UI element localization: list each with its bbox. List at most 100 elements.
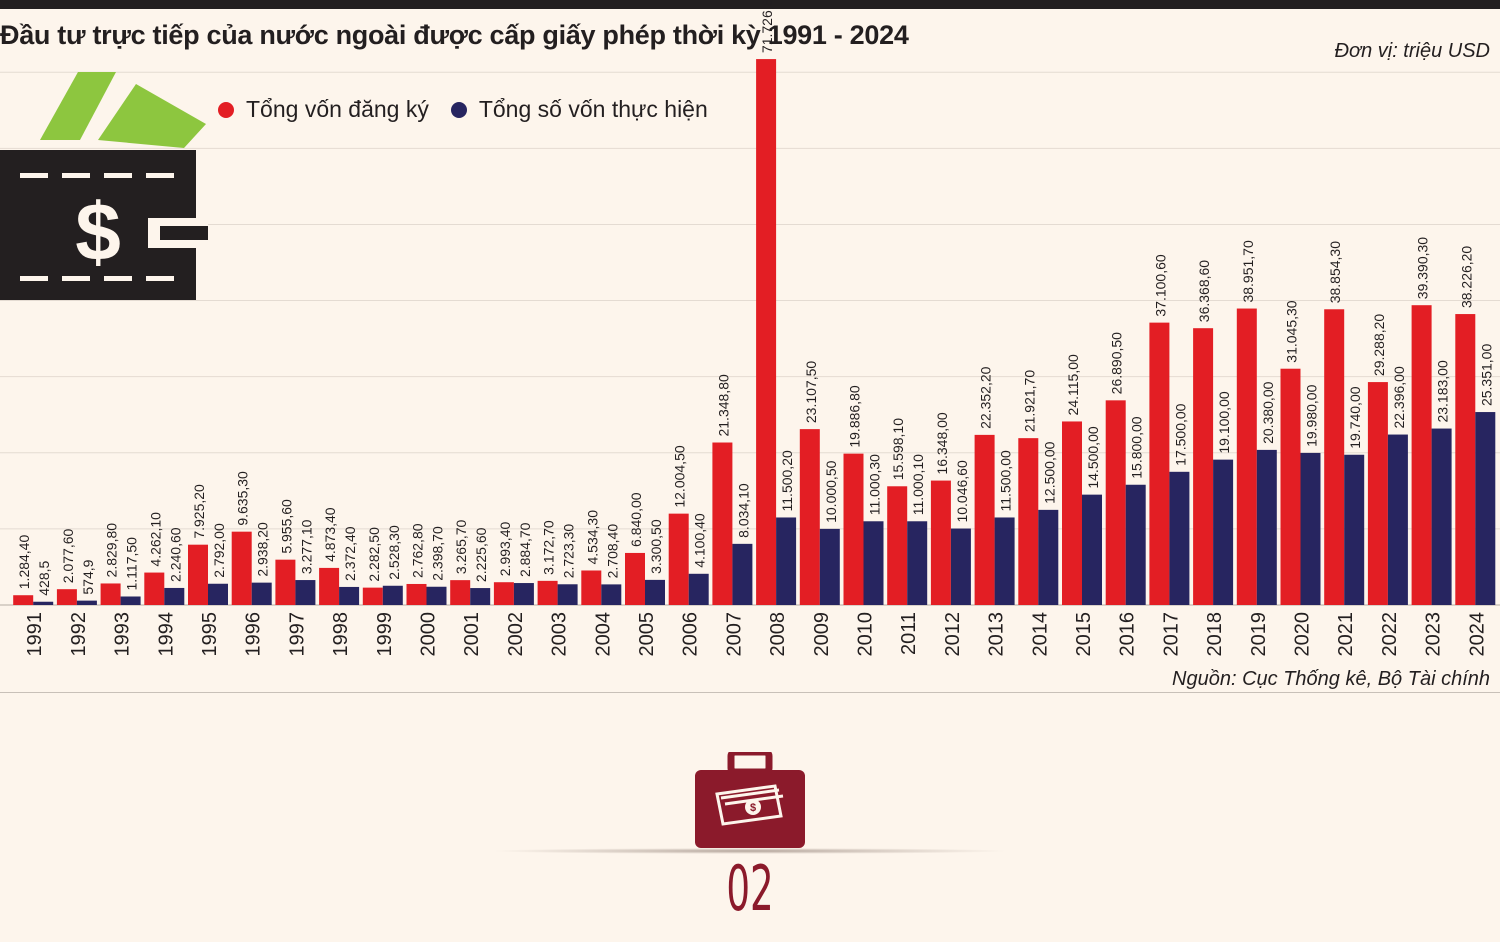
data-label-registered-1994: 4.262,10 (147, 512, 163, 567)
bar-implemented-2008 (776, 517, 797, 605)
shadow-line (490, 848, 1010, 854)
x-tick-label-2007: 2007 (723, 612, 745, 657)
bar-implemented-2010 (863, 521, 884, 605)
bar-implemented-2004 (601, 584, 622, 605)
data-label-implemented-2013: 11.500,00 (998, 450, 1014, 511)
bar-registered-1996 (231, 531, 252, 605)
x-tick-label-2009: 2009 (811, 612, 833, 657)
legend: Tổng vốn đăng ký Tổng số vốn thực hiện (218, 96, 730, 123)
wallet-dollar-icon: $ (0, 72, 208, 300)
bar-registered-1997 (275, 559, 296, 605)
data-label-registered-1998: 4.873,40 (322, 507, 338, 562)
x-tick-label-2021: 2021 (1335, 612, 1357, 657)
x-tick-label-2013: 2013 (986, 612, 1008, 657)
data-label-registered-1997: 5.955,60 (278, 499, 294, 554)
bar-registered-2023 (1411, 305, 1432, 605)
x-tick-label-2001: 2001 (461, 612, 483, 657)
bar-implemented-2017 (1169, 471, 1190, 605)
legend-swatch-registered (218, 101, 234, 118)
x-tick-label-2000: 2000 (418, 612, 440, 657)
x-tick-label-1994: 1994 (155, 612, 177, 657)
bar-registered-2019 (1236, 308, 1257, 605)
bar-registered-2013 (974, 434, 995, 605)
bar-registered-2008 (756, 59, 777, 606)
bar-implemented-2001 (470, 588, 491, 605)
bar-registered-2005 (625, 552, 645, 605)
x-tick-label-2011: 2011 (898, 612, 920, 655)
bar-registered-2022 (1367, 382, 1388, 605)
data-label-implemented-1998: 2.372,40 (342, 526, 358, 581)
x-tick-label-1995: 1995 (199, 612, 221, 657)
top-bar (0, 0, 1500, 9)
data-label-implemented-2020: 19.980,00 (1304, 384, 1320, 446)
data-label-registered-2005: 6.840,00 (628, 492, 644, 547)
bar-implemented-2018 (1213, 459, 1234, 605)
bar-implemented-2000 (426, 586, 447, 605)
data-label-registered-2002: 2.993,40 (497, 522, 513, 577)
bar-implemented-2019 (1256, 449, 1277, 605)
data-label-registered-2006: 12.004,50 (672, 445, 688, 507)
x-tick-label-1991: 1991 (24, 612, 46, 657)
data-label-implemented-2014: 12.500,00 (1041, 441, 1057, 503)
data-label-registered-2015: 24.115,00 (1065, 354, 1081, 415)
bar-registered-2010 (843, 453, 864, 605)
bar-registered-2011 (887, 486, 908, 605)
source-label: Nguồn: Cục Thống kê, Bộ Tài chính (1172, 668, 1490, 690)
data-label-registered-2000: 2.762,80 (410, 523, 426, 578)
bar-registered-1999 (362, 587, 383, 605)
data-label-registered-1993: 2.829,80 (104, 523, 120, 578)
data-label-implemented-2017: 17.500,00 (1172, 403, 1188, 465)
legend-item-registered: Tổng vốn đăng ký (218, 96, 429, 123)
bar-registered-2015 (1062, 421, 1082, 605)
bar-implemented-2022 (1387, 434, 1408, 605)
data-label-implemented-1996: 2.938,20 (255, 522, 271, 577)
data-label-registered-1992: 2.077,60 (60, 528, 76, 583)
x-tick-label-2014: 2014 (1029, 612, 1051, 657)
data-label-registered-2012: 16.348,00 (934, 412, 950, 474)
bar-registered-2012 (930, 480, 951, 605)
x-tick-label-2002: 2002 (505, 612, 527, 657)
bar-implemented-2011 (907, 521, 928, 605)
legend-label-implemented: Tổng số vốn thực hiện (478, 96, 708, 122)
bar-registered-2009 (799, 429, 820, 605)
data-label-implemented-1999: 2.528,30 (386, 525, 402, 580)
data-label-implemented-2007: 8.034,10 (735, 483, 751, 538)
bar-registered-2020 (1280, 368, 1301, 605)
data-label-implemented-2008: 11.500,20 (779, 450, 795, 511)
x-tick-label-2023: 2023 (1423, 612, 1445, 657)
bar-registered-2003 (537, 580, 558, 605)
bar-registered-1995 (188, 544, 208, 605)
bar-implemented-2012 (950, 528, 971, 605)
bar-implemented-2002 (513, 583, 534, 605)
data-label-implemented-2024: 25.351,00 (1478, 344, 1494, 406)
bar-implemented-2005 (645, 579, 665, 605)
legend-item-implemented: Tổng số vốn thực hiện (450, 96, 708, 123)
bar-registered-2017 (1149, 322, 1170, 605)
bar-implemented-2015 (1082, 494, 1102, 605)
data-label-registered-2004: 4.534,30 (584, 510, 600, 565)
bar-implemented-1991 (33, 601, 54, 605)
data-label-registered-2008: 71.726,80 (759, 0, 775, 53)
x-tick-label-1998: 1998 (330, 612, 352, 657)
svg-text:$: $ (750, 802, 756, 814)
bar-registered-2006 (668, 513, 689, 605)
bar-implemented-1998 (339, 586, 360, 605)
data-label-registered-2007: 21.348,80 (715, 374, 731, 436)
data-label-registered-1995: 7.925,20 (191, 484, 207, 539)
x-axis-ticks: 1991 1992 1993 1994 1995 1996 1997 1998 1999 2000… (24, 612, 1488, 657)
chart-title: Đầu tư trực tiếp của nước ngoài được cấp… (0, 20, 909, 50)
x-tick-label-2017: 2017 (1160, 612, 1182, 657)
x-tick-label-1992: 1992 (68, 612, 90, 657)
data-label-implemented-2002: 2.884,70 (517, 522, 533, 577)
data-label-implemented-1994: 2.240,60 (167, 527, 183, 582)
data-label-registered-2013: 22.352,20 (978, 366, 994, 428)
bar-registered-2014 (1018, 438, 1039, 605)
x-tick-label-2010: 2010 (855, 612, 877, 657)
data-label-implemented-2023: 23.183,00 (1435, 360, 1451, 422)
data-label-registered-2011: 15.598,10 (890, 418, 906, 480)
data-label-implemented-2010: 11.000,30 (867, 454, 883, 515)
legend-label-registered: Tổng vốn đăng ký (246, 96, 429, 122)
data-labels: 1.284,40 428,5 2.077,60 574,9 2.829,80 1.117,… (16, 0, 1494, 596)
x-tick-label-1993: 1993 (112, 612, 134, 657)
